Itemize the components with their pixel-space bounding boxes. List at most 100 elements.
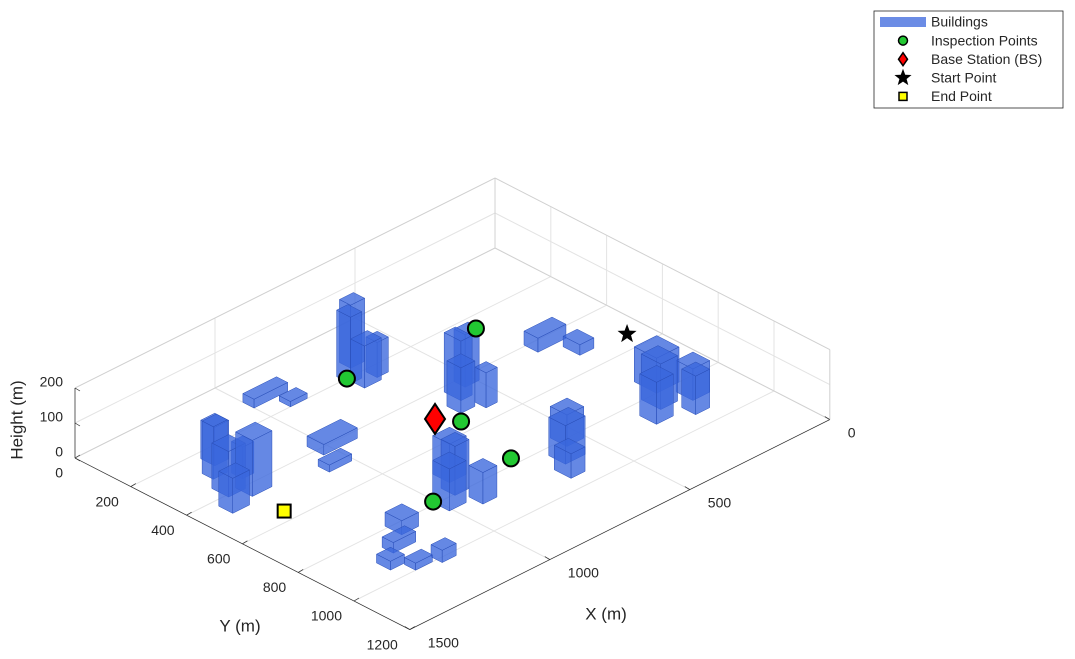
- building-top: [553, 437, 586, 455]
- plot-area: [200, 292, 711, 571]
- y-tick: [242, 540, 248, 545]
- y-axis-label: Y (m): [219, 616, 260, 635]
- y-tick-label: 1200: [367, 636, 398, 652]
- building-top: [474, 361, 498, 374]
- building: [474, 361, 498, 409]
- marker: [897, 35, 909, 46]
- building-top: [548, 407, 586, 426]
- x-axis-line: [409, 419, 830, 630]
- marker: [276, 503, 292, 519]
- x-axis-label: X (m): [585, 604, 627, 623]
- x-tick: [824, 416, 830, 420]
- building-top: [242, 376, 289, 400]
- building-face: [252, 430, 273, 497]
- axis-edge: [74, 177, 496, 389]
- legend-label: Buildings: [931, 14, 988, 30]
- building: [639, 365, 674, 425]
- building-face: [695, 368, 710, 416]
- building-top: [306, 418, 358, 445]
- legend-label: Base Station (BS): [931, 51, 1042, 67]
- building-face: [656, 373, 674, 425]
- building-top: [430, 537, 457, 551]
- building: [242, 376, 289, 409]
- y-tick-label: 0: [55, 465, 63, 481]
- z-tick-label: 100: [40, 409, 64, 425]
- axis-edge: [74, 247, 496, 459]
- building-top: [639, 365, 674, 383]
- marker: [897, 51, 909, 68]
- z-tick-label: 0: [55, 444, 63, 460]
- grid-line: [74, 212, 496, 424]
- building: [306, 418, 358, 456]
- x-tick: [684, 486, 690, 490]
- building-top: [523, 316, 567, 339]
- building-face: [364, 337, 382, 389]
- z-tick: [74, 387, 81, 392]
- building-top: [443, 326, 473, 342]
- axes: 0 500 1000 1500 0 200 400 600 800 1000 1200 0 100 200: [40, 177, 856, 652]
- building-face: [446, 360, 462, 414]
- building: [523, 316, 567, 353]
- building-top: [218, 462, 251, 479]
- y-tick: [353, 597, 360, 602]
- building: [317, 447, 353, 473]
- y-tick: [74, 454, 81, 459]
- z-tick-label: 200: [40, 374, 64, 390]
- z-axis-label: Height (m): [7, 380, 26, 459]
- marker: [423, 402, 447, 436]
- x-tick: [404, 626, 410, 630]
- building-top: [375, 546, 405, 562]
- building-face: [474, 366, 487, 409]
- marker: [898, 91, 908, 102]
- building: [218, 462, 251, 514]
- building-top: [338, 292, 366, 306]
- y-tick: [409, 626, 415, 630]
- building-top: [350, 330, 382, 347]
- building-top: [403, 548, 433, 564]
- building: [446, 353, 476, 414]
- x-tick-label: 1500: [428, 634, 459, 650]
- marker: [466, 319, 485, 338]
- building-top: [235, 421, 273, 441]
- grid-line: [494, 212, 831, 386]
- legend-label: Inspection Points: [931, 32, 1038, 48]
- building: [430, 537, 457, 563]
- building-face: [449, 460, 467, 512]
- building: [381, 525, 417, 554]
- building: [468, 458, 498, 505]
- legend-label: Start Point: [931, 70, 996, 86]
- building-top: [317, 447, 353, 466]
- marker: [501, 449, 520, 468]
- y-tick: [186, 511, 192, 516]
- marker: [617, 323, 637, 343]
- building-top: [278, 387, 308, 402]
- building: [375, 546, 405, 571]
- building: [278, 387, 308, 408]
- building: [403, 548, 433, 571]
- axis-edge: [494, 247, 830, 420]
- marker: [424, 492, 443, 511]
- building-top: [562, 328, 595, 346]
- building-face: [639, 373, 657, 425]
- building-top: [440, 431, 470, 447]
- x-tick-label: 1000: [568, 564, 599, 580]
- building-top: [201, 413, 228, 428]
- building-top: [681, 361, 711, 377]
- y-tick-label: 800: [263, 579, 287, 595]
- y-tick-label: 600: [207, 551, 231, 567]
- axis-edge: [494, 177, 830, 350]
- x-tick-label: 0: [848, 424, 856, 440]
- building-top: [446, 353, 476, 369]
- building-top: [432, 451, 467, 470]
- building-top: [384, 503, 420, 522]
- marker: [337, 369, 356, 388]
- y-tick-label: 400: [151, 522, 175, 538]
- x-tick-label: 500: [708, 494, 732, 510]
- y-tick: [130, 483, 136, 487]
- y-tick: [298, 569, 304, 573]
- building: [553, 437, 586, 479]
- building-top: [336, 304, 363, 318]
- marker: [894, 68, 912, 86]
- building: [681, 361, 711, 416]
